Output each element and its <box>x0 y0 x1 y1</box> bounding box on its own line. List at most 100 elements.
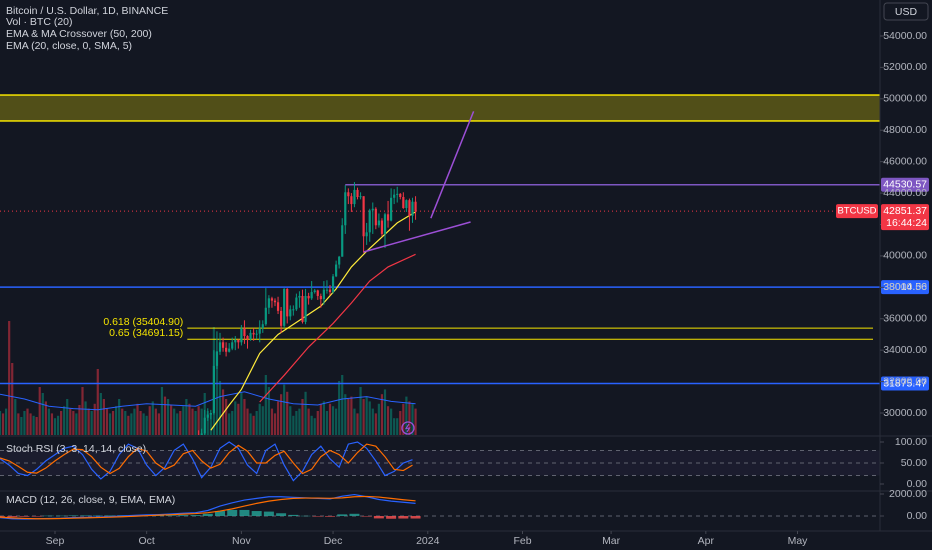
histogram-bar <box>0 515 5 517</box>
candle-body <box>344 192 347 226</box>
volume-bar <box>1 413 5 435</box>
histogram-bar <box>178 515 189 516</box>
x-tick-label: 2024 <box>416 535 440 547</box>
candle-body <box>218 342 222 352</box>
currency-button[interactable] <box>883 2 929 21</box>
candle-body <box>380 220 384 234</box>
candle-body <box>212 365 215 414</box>
candle-body <box>405 200 408 208</box>
histogram-bar <box>276 513 287 516</box>
y-tick-label: 34000.00 <box>883 344 927 356</box>
candle-body <box>246 336 249 340</box>
candle-body <box>350 196 353 205</box>
volume-bar <box>151 401 154 435</box>
volume-bar <box>240 393 243 435</box>
indicator-label: Stoch RSI (3, 3, 14, 14, close) <box>6 443 146 455</box>
y-tick-label: 40000.00 <box>883 250 927 262</box>
y-tick-label: 50000.00 <box>883 93 927 105</box>
volume-bar <box>197 406 200 435</box>
volume-bar <box>252 415 255 435</box>
candle-body <box>240 328 243 343</box>
candle-body <box>414 201 417 212</box>
candle-body <box>295 297 298 310</box>
histogram-bar <box>227 509 238 516</box>
volume-bar <box>377 403 380 435</box>
candle-body <box>221 342 225 348</box>
candle-body <box>243 328 246 337</box>
y-tick-label: 54000.00 <box>883 30 927 42</box>
histogram-bar <box>7 515 18 517</box>
y-tick-label: 2000.00 <box>889 488 927 500</box>
histogram-bar <box>43 515 54 517</box>
level-label-bg <box>881 177 929 192</box>
histogram-bar <box>300 515 311 517</box>
volume-bar <box>215 351 219 435</box>
volume-bar <box>383 389 387 435</box>
volume-bar <box>56 415 60 435</box>
volume-bar <box>170 405 173 435</box>
candle-body <box>304 295 307 322</box>
candle-body <box>310 292 313 299</box>
volume-bar <box>206 411 209 435</box>
candle-body <box>215 351 219 366</box>
volume-bar <box>365 396 368 435</box>
volume-bar <box>124 411 127 435</box>
histogram-bar <box>251 511 262 516</box>
y-tick-label: 32000.00 <box>883 375 927 387</box>
candle-body <box>225 347 228 352</box>
candle-body <box>298 295 301 298</box>
candle-body <box>206 414 209 418</box>
level-label: 38014.56 <box>883 281 927 293</box>
alert-icon[interactable] <box>401 421 415 435</box>
x-tick-label: Oct <box>138 535 154 547</box>
volume-bar <box>81 387 84 435</box>
volume-bar <box>32 415 35 435</box>
volume-bar <box>338 381 341 435</box>
y-tick-label: 46000.00 <box>883 155 927 167</box>
zone <box>0 94 880 122</box>
volume-bar <box>393 418 396 435</box>
volume-bar <box>17 413 20 435</box>
volume-bar <box>179 411 182 435</box>
candle-body <box>276 302 280 311</box>
volume-bar <box>225 399 228 435</box>
candle-body <box>283 288 286 326</box>
histogram-bar <box>202 513 213 516</box>
volume-bar <box>325 411 329 435</box>
histogram-bar <box>166 515 177 516</box>
volume-bar <box>246 408 249 435</box>
candle-body <box>371 208 374 211</box>
level-label-bg <box>881 376 929 391</box>
candle-body <box>322 289 325 300</box>
volume-bar <box>307 408 310 435</box>
volume-bar <box>261 406 264 435</box>
volume-bar <box>20 417 23 435</box>
candle-body <box>377 220 380 226</box>
currency[interactable]: USD <box>895 6 918 18</box>
volume-bar <box>182 406 185 435</box>
volume-bar <box>14 399 17 435</box>
volume-bar <box>127 415 130 435</box>
trendline <box>363 221 471 253</box>
y-tick-label: 44000.00 <box>883 187 927 199</box>
histogram-bar <box>215 511 225 516</box>
volume-bar <box>368 401 371 435</box>
volume-bar <box>53 418 57 435</box>
volume-bar <box>191 408 194 435</box>
volume-bar <box>390 408 393 435</box>
volume-bar <box>72 411 75 435</box>
y-tick-label: 38000.00 <box>883 281 927 293</box>
volume-bar <box>133 408 136 435</box>
volume-bar <box>228 413 231 435</box>
volume-bar <box>111 411 115 435</box>
indicator-label: Vol · BTC (20) <box>6 16 73 28</box>
volume-bar <box>121 408 124 435</box>
volume-bar <box>26 408 29 435</box>
level-label: 31875.47 <box>883 377 927 389</box>
volume-bar <box>0 411 2 435</box>
volume-bar <box>310 415 313 435</box>
volume-bar <box>270 408 274 435</box>
candle-body <box>390 197 393 221</box>
moving-average <box>259 253 416 403</box>
volume-bar <box>142 413 145 435</box>
